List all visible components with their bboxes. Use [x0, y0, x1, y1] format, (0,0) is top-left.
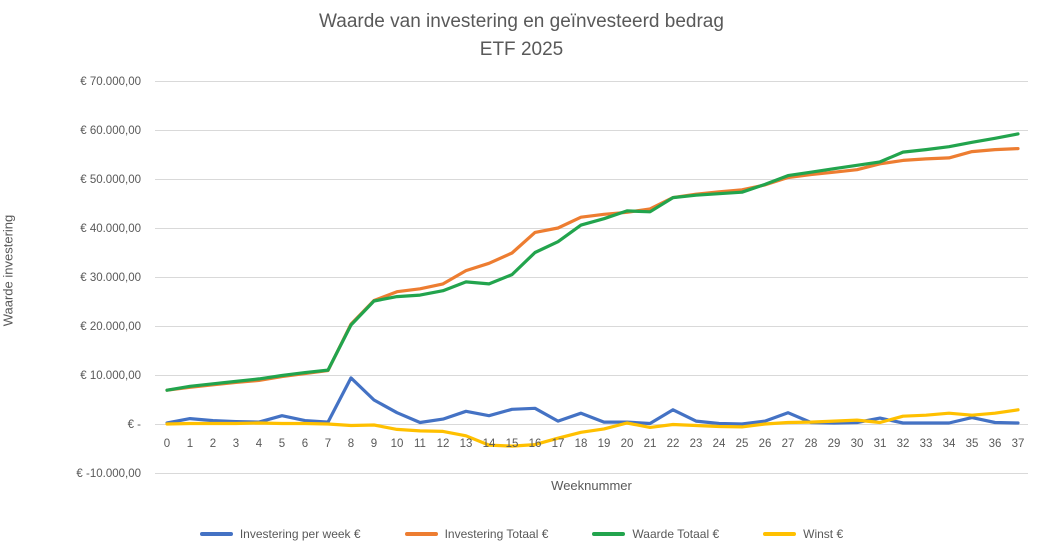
x-tick-label: 1	[186, 438, 194, 450]
x-tick-label: 10	[390, 438, 404, 450]
x-tick-label: 5	[278, 438, 286, 450]
y-axis-title: Waarde investering	[0, 214, 16, 327]
x-tick-label: 27	[781, 438, 795, 450]
x-tick-label: 21	[643, 438, 657, 450]
x-tick-label: 11	[414, 438, 426, 450]
y-tick-label: € 20.000,00	[80, 320, 141, 333]
x-tick-label: 17	[551, 438, 565, 450]
legend-label: Investering per week €	[239, 527, 361, 541]
x-tick-label: 6	[301, 438, 309, 450]
chart-title: Waarde van investering en geïnvesteerd b…	[0, 8, 1043, 64]
legend-line-marker	[404, 532, 438, 536]
x-tick-label: 14	[482, 438, 496, 450]
x-tick-label: 0	[163, 438, 171, 450]
legend-line-marker	[763, 532, 797, 536]
x-tick-label: 34	[942, 438, 956, 450]
x-tick-label: 3	[232, 438, 240, 450]
series-line-investering-per-week	[165, 376, 1020, 426]
x-tick-label: 2	[209, 438, 217, 450]
x-tick-label: 19	[597, 438, 611, 450]
x-tick-label: 24	[712, 438, 726, 450]
x-tick-label: 15	[505, 438, 519, 450]
legend-line-marker	[199, 532, 233, 536]
legend-label: Waarde Totaal €	[632, 527, 720, 541]
x-tick-label: 26	[758, 438, 772, 450]
x-tick-label: 7	[324, 438, 332, 450]
chart-title-line1: Waarde van investering en geïnvesteerd b…	[319, 11, 724, 32]
legend: Investering per week € Investering Totaal…	[0, 527, 1043, 541]
x-tick-label: 12	[436, 438, 450, 450]
x-tick-label: 33	[919, 438, 933, 450]
y-tick-label: € 60.000,00	[80, 124, 141, 137]
x-tick-label: 4	[255, 438, 263, 450]
y-tick-label: € 50.000,00	[80, 173, 141, 186]
series-line-winst	[165, 408, 1020, 448]
legend-label: Investering Totaal €	[444, 527, 549, 541]
series-line-investering-totaal	[165, 147, 1020, 392]
legend-item-waarde-totaal[interactable]: Waarde Totaal €	[592, 527, 719, 541]
y-tick-label: € -10.000,00	[76, 467, 141, 480]
y-tick-label: € 40.000,00	[80, 222, 141, 235]
y-tick-label: € 70.000,00	[80, 75, 141, 88]
x-tick-label: 16	[528, 438, 542, 450]
y-tick-label: € 30.000,00	[80, 271, 141, 284]
x-tick-label: 32	[896, 438, 910, 450]
x-tick-label: 18	[574, 438, 588, 450]
x-tick-label: 9	[370, 438, 378, 450]
legend-label: Winst €	[803, 527, 844, 541]
x-tick-label: 25	[735, 438, 749, 450]
x-tick-label: 31	[873, 438, 887, 450]
x-tick-label: 30	[850, 438, 864, 450]
x-tick-label: 35	[965, 438, 979, 450]
legend-item-investering-per-week[interactable]: Investering per week €	[199, 527, 361, 541]
x-tick-label: 29	[827, 438, 841, 450]
series-line-waarde-totaal	[165, 132, 1020, 392]
legend-line-marker	[592, 532, 626, 536]
x-tick-label: 22	[666, 438, 680, 450]
y-tick-label: € -	[127, 418, 141, 431]
x-tick-label: 13	[459, 438, 473, 450]
x-tick-label: 28	[804, 438, 818, 450]
legend-item-winst[interactable]: Winst €	[763, 527, 843, 541]
x-tick-label: 23	[689, 438, 703, 450]
x-tick-label: 8	[347, 438, 355, 450]
y-tick-label: € 10.000,00	[80, 369, 141, 382]
x-tick-label: 37	[1011, 438, 1025, 450]
x-axis-title: Weeknummer	[551, 478, 632, 493]
chart-title-line2: ETF 2025	[479, 39, 564, 60]
legend-item-investering-totaal[interactable]: Investering Totaal €	[404, 527, 549, 541]
x-tick-label: 20	[620, 438, 634, 450]
x-tick-label: 36	[988, 438, 1002, 450]
